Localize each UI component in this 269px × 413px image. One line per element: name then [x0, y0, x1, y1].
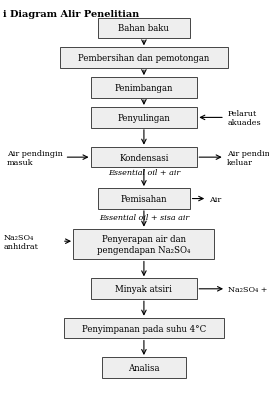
Text: Penimbangan: Penimbangan	[115, 84, 173, 93]
Text: Essential oil + sisa air: Essential oil + sisa air	[99, 214, 189, 222]
FancyBboxPatch shape	[102, 357, 186, 378]
FancyBboxPatch shape	[64, 318, 224, 339]
FancyBboxPatch shape	[91, 78, 197, 99]
Text: Air: Air	[209, 195, 222, 203]
FancyBboxPatch shape	[91, 279, 197, 299]
Text: Na₂SO₄
anhidrat: Na₂SO₄ anhidrat	[4, 233, 39, 250]
Text: Bahan baku: Bahan baku	[118, 24, 169, 33]
Text: Essential oil + air: Essential oil + air	[108, 169, 180, 177]
FancyBboxPatch shape	[98, 19, 190, 39]
Text: Na₂SO₄ + Air: Na₂SO₄ + Air	[228, 285, 269, 293]
Text: Pelarut
akuades: Pelarut akuades	[227, 109, 261, 127]
Text: Penyulingan: Penyulingan	[118, 114, 170, 123]
FancyBboxPatch shape	[91, 147, 197, 168]
Text: i Diagram Alir Penelitian: i Diagram Alir Penelitian	[3, 10, 139, 19]
FancyBboxPatch shape	[73, 229, 214, 260]
Text: Air pendingin
keluar: Air pendingin keluar	[227, 149, 269, 166]
Text: Air pendingin
masuk: Air pendingin masuk	[7, 149, 63, 166]
FancyBboxPatch shape	[60, 48, 228, 69]
FancyBboxPatch shape	[91, 108, 197, 128]
Text: Penyimpanan pada suhu 4°C: Penyimpanan pada suhu 4°C	[82, 324, 206, 333]
Text: Pembersihan dan pemotongan: Pembersihan dan pemotongan	[78, 54, 210, 63]
Text: Analisa: Analisa	[128, 363, 160, 372]
Text: Kondensasi: Kondensasi	[119, 153, 169, 162]
Text: Penyerapan air dan
pengendapan Na₂SO₄: Penyerapan air dan pengendapan Na₂SO₄	[97, 235, 191, 254]
FancyBboxPatch shape	[98, 189, 190, 209]
Text: Pemisahan: Pemisahan	[121, 195, 167, 204]
Text: Minyak atsiri: Minyak atsiri	[115, 285, 172, 294]
